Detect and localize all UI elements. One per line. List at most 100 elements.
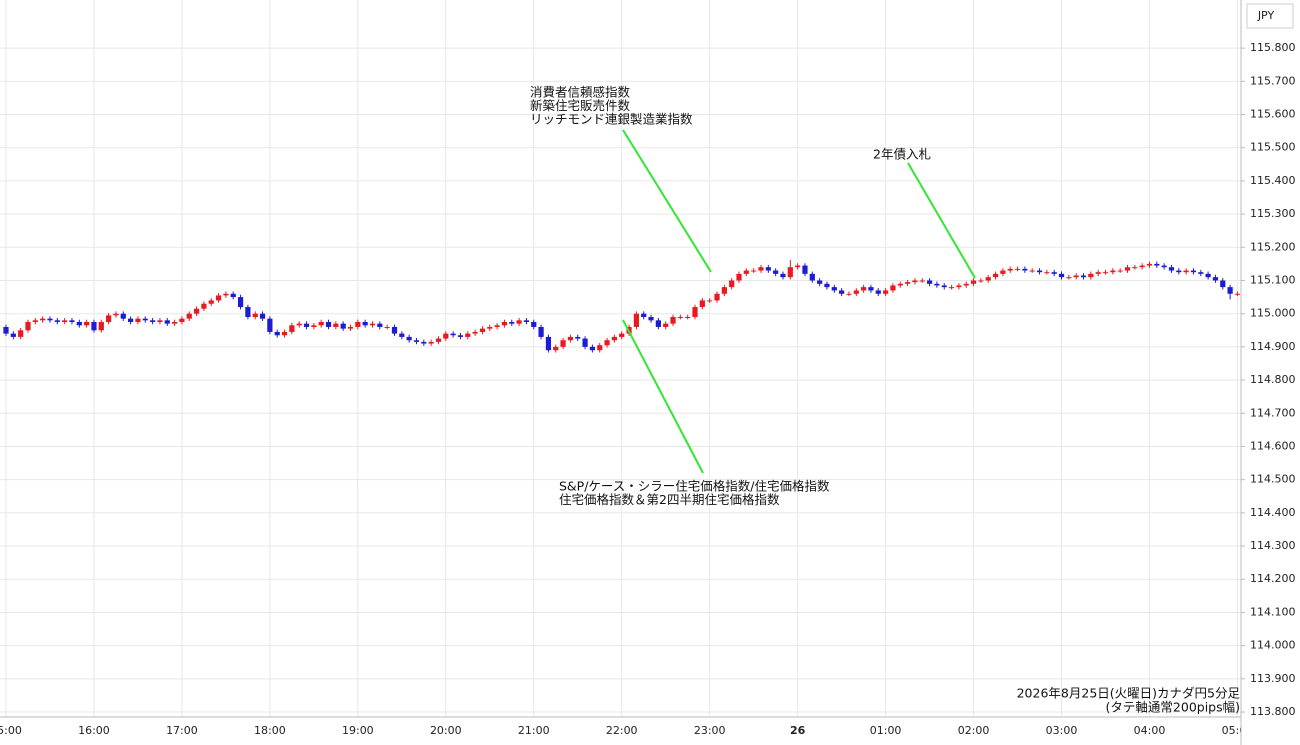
candle-body xyxy=(890,285,896,291)
candle-body xyxy=(1205,273,1211,278)
candle-body xyxy=(875,290,881,294)
x-tick-label: 01:00 xyxy=(870,724,902,737)
candle-body xyxy=(992,273,999,278)
candle-body xyxy=(809,273,815,281)
candle-body xyxy=(868,287,874,291)
candle-body xyxy=(318,321,324,326)
candle-body xyxy=(267,318,273,332)
candle-body xyxy=(926,280,933,284)
candle-body xyxy=(157,320,163,322)
candle-body xyxy=(10,333,16,337)
candle-body xyxy=(487,326,493,329)
y-tick-label: 114.200 xyxy=(1250,572,1296,585)
y-tick-label: 113.900 xyxy=(1250,672,1296,685)
candle-body xyxy=(787,267,793,278)
candle-body xyxy=(406,336,412,341)
candle-body xyxy=(54,320,60,322)
grid xyxy=(0,0,1241,717)
footnote: 2026年8月25日(火曜日)カナダ円5分足 xyxy=(1017,686,1241,701)
candle-body xyxy=(904,282,911,284)
candle-body xyxy=(1022,268,1028,271)
candle-body xyxy=(281,331,288,336)
candle-body xyxy=(164,320,170,324)
candle-body xyxy=(1183,270,1189,273)
candle-body xyxy=(413,340,420,342)
candle-body xyxy=(553,346,559,351)
y-tick-label: 115.800 xyxy=(1250,41,1296,54)
annotation-arrow xyxy=(907,162,976,279)
candle-body xyxy=(84,321,90,326)
y-tick-label: 115.100 xyxy=(1250,273,1296,286)
candle-body xyxy=(384,326,390,328)
candle-body xyxy=(1014,268,1021,270)
candle-body xyxy=(40,318,46,321)
candle-body xyxy=(1073,275,1079,278)
annotation-text: S&P/ケース・シラー住宅価格指数/住宅価格指数 xyxy=(559,479,830,494)
candle-body xyxy=(208,300,214,304)
candle-body xyxy=(1051,272,1057,274)
candle-body xyxy=(391,326,398,334)
candle-body xyxy=(1132,267,1138,269)
candle-body xyxy=(699,300,705,308)
candle-body xyxy=(171,321,178,324)
candle-body xyxy=(677,317,683,319)
candle-body xyxy=(1124,267,1131,271)
candle-body xyxy=(32,320,38,322)
candle-body xyxy=(853,290,859,294)
candles xyxy=(3,259,1241,353)
candle-body xyxy=(795,265,801,268)
candle-body xyxy=(325,321,332,327)
candle-body xyxy=(846,293,852,295)
candle-body xyxy=(120,313,126,319)
candle-body xyxy=(421,341,427,344)
candle-body xyxy=(948,287,955,289)
candle-body xyxy=(611,336,617,341)
y-tick-label: 114.100 xyxy=(1250,605,1296,618)
candle-body xyxy=(743,270,749,274)
candle-body xyxy=(582,338,588,347)
candle-body xyxy=(633,313,639,327)
y-tick-label: 114.800 xyxy=(1250,373,1296,386)
candle-body xyxy=(1095,272,1101,274)
candle-body xyxy=(831,287,837,291)
candle-body xyxy=(362,321,368,326)
candle-body xyxy=(670,317,676,324)
candle-body xyxy=(963,283,969,286)
candle-body xyxy=(223,293,229,296)
x-tick-label: 21:00 xyxy=(518,724,550,737)
candle-body xyxy=(135,318,141,322)
candle-body xyxy=(1036,270,1043,273)
y-tick-label: 115.500 xyxy=(1250,141,1296,154)
candle-body xyxy=(978,280,984,282)
candle-body xyxy=(655,320,661,327)
candle-body xyxy=(685,317,691,319)
annotation-text: 新築住宅販売件数 xyxy=(530,98,631,113)
candle-body xyxy=(3,326,9,334)
candle-body xyxy=(897,283,903,286)
candle-body xyxy=(839,290,845,294)
candle-body xyxy=(62,320,68,322)
candle-body xyxy=(399,333,405,337)
candle-body xyxy=(1007,268,1013,271)
x-tick-label: 17:00 xyxy=(166,724,198,737)
candle-body xyxy=(1088,273,1094,278)
candle-body xyxy=(824,283,830,288)
candle-body xyxy=(1154,263,1160,266)
annotation-text: 消費者信頼感指数 xyxy=(530,85,631,100)
candle-body xyxy=(465,333,471,337)
candle-body xyxy=(1234,293,1241,295)
y-tick-label: 114.000 xyxy=(1250,639,1296,652)
x-tick-label: 23:00 xyxy=(694,724,726,737)
candle-body xyxy=(215,295,222,301)
candle-body xyxy=(106,315,112,322)
y-tick-label: 115.600 xyxy=(1250,108,1296,121)
candle-body xyxy=(76,321,82,326)
y-tick-label: 115.200 xyxy=(1250,240,1296,253)
candle-body xyxy=(479,328,486,332)
candle-body xyxy=(457,335,464,337)
candle-body xyxy=(985,277,991,281)
candle-body xyxy=(355,321,361,327)
